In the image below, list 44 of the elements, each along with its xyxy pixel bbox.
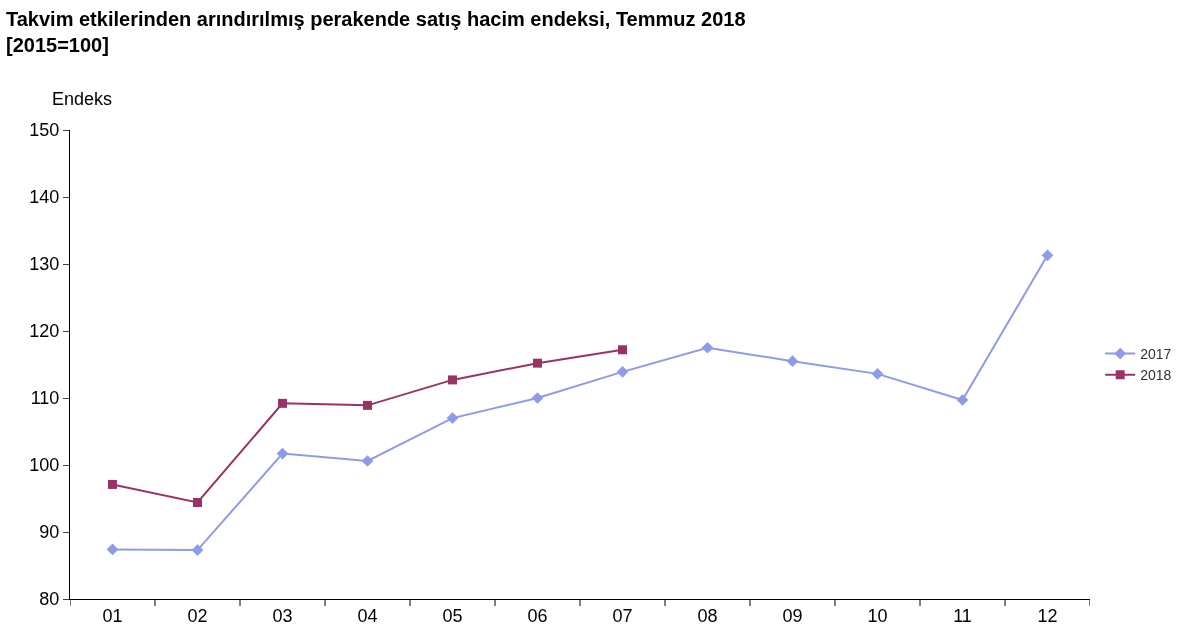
- y-tick-label: 100: [29, 455, 60, 476]
- x-tick-label: 10: [867, 605, 888, 626]
- x-tick-label: 02: [187, 605, 208, 626]
- point: [276, 447, 289, 460]
- point: [531, 392, 544, 404]
- point: [191, 544, 204, 556]
- x-tick-label: 12: [1037, 605, 1058, 626]
- x-tick-label: 04: [357, 605, 378, 626]
- y-tick-label: 130: [29, 254, 60, 275]
- y-tick-label: 90: [39, 522, 60, 543]
- x-tick-label: 05: [442, 605, 463, 626]
- point: [533, 358, 542, 368]
- point: [361, 455, 374, 467]
- point: [278, 398, 287, 408]
- x-tick-label: 07: [612, 605, 633, 626]
- x-tick-label: 01: [102, 605, 123, 626]
- y-tick-label: 150: [29, 120, 60, 141]
- point: [786, 355, 799, 367]
- point: [106, 543, 119, 556]
- point: [1041, 249, 1054, 262]
- x-tick-label: 03: [272, 605, 293, 626]
- y-tick-label: 140: [29, 187, 60, 208]
- y-tick-label: 120: [29, 321, 60, 342]
- point: [871, 368, 884, 380]
- x-tick-label: 09: [782, 605, 803, 626]
- point: [701, 341, 714, 354]
- x-tick-label: 06: [527, 605, 548, 626]
- chart-subtitle: [2015=100]: [6, 33, 109, 56]
- x-tick-label: 11: [953, 605, 972, 626]
- point: [193, 498, 202, 508]
- point: [446, 412, 459, 424]
- point: [363, 400, 372, 410]
- chart-title: Takvim etkilerinden arındırılmış perakende satış hacim endeksi, Temmuz 2018: [6, 7, 746, 30]
- point: [956, 394, 969, 406]
- point: [616, 366, 629, 378]
- y-tick-label: 80: [39, 589, 60, 610]
- point: [618, 345, 627, 355]
- legend-label: 2017: [1140, 346, 1172, 363]
- legend-label: 2018: [1140, 367, 1172, 384]
- y-axis-title: Endeks: [52, 89, 113, 109]
- x-tick-label: 08: [697, 605, 718, 626]
- y-tick-label: 110: [30, 388, 60, 409]
- point: [448, 375, 457, 385]
- point: [108, 479, 117, 489]
